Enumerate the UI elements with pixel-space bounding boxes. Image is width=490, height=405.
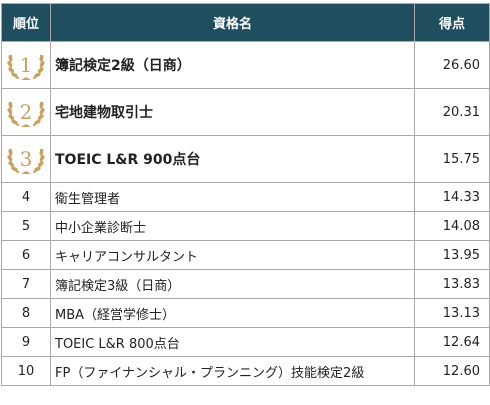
- score-value: 20.31: [414, 88, 490, 136]
- table-row: 2 宅地建物取引士 20.31: [1, 88, 490, 136]
- score-value: 13.13: [414, 298, 490, 328]
- laurel-medal-1-icon: 1: [7, 53, 45, 80]
- score-value: 13.95: [414, 240, 490, 270]
- qualification-name: 宅地建物取引士: [50, 88, 415, 136]
- table-row: 9 TOEIC L&R 800点台 12.64: [1, 327, 490, 357]
- table-row: 5 中小企業診断士 14.08: [1, 211, 490, 241]
- score-value: 26.60: [414, 41, 490, 89]
- score-column-header: 得点: [414, 3, 490, 42]
- qualification-name: 簿記検定3級（日商）: [50, 269, 415, 299]
- rank-cell: 4: [1, 182, 51, 212]
- rank-cell: 5: [1, 211, 51, 241]
- table-row: 7 簿記検定3級（日商） 13.83: [1, 269, 490, 299]
- qualification-name: MBA（経営学修士）: [50, 298, 415, 328]
- rank-column-header: 順位: [1, 3, 51, 42]
- qualification-name: キャリアコンサルタント: [50, 240, 415, 270]
- rank-cell: 3: [1, 135, 51, 183]
- table-row: 8 MBA（経営学修士） 13.13: [1, 298, 490, 328]
- name-column-header: 資格名: [50, 3, 415, 42]
- qualification-ranking-table: 順位 資格名 得点: [1, 3, 490, 386]
- svg-text:2: 2: [20, 100, 33, 124]
- svg-text:3: 3: [20, 147, 33, 171]
- rank-cell: 10: [1, 356, 51, 386]
- table-header-row: 順位 資格名 得点: [1, 3, 490, 42]
- laurel-medal-3-icon: 3: [7, 147, 45, 174]
- qualification-name: 簿記検定2級（日商）: [50, 41, 415, 89]
- qualification-name: FP（ファイナンシャル・プランニング）技能検定2級: [50, 356, 415, 386]
- rank-cell: 1: [1, 41, 51, 89]
- rank-cell: 7: [1, 269, 51, 299]
- score-value: 15.75: [414, 135, 490, 183]
- rank-cell: 8: [1, 298, 51, 328]
- rank-cell: 6: [1, 240, 51, 270]
- qualification-name: 衛生管理者: [50, 182, 415, 212]
- svg-text:1: 1: [20, 53, 33, 77]
- qualification-name: TOEIC L&R 900点台: [50, 135, 415, 183]
- table-row: 4 衛生管理者 14.33: [1, 182, 490, 212]
- table-row: 3 TOEIC L&R 900点台 15.75: [1, 135, 490, 183]
- table-row: 1 簿記検定2級（日商） 26.60: [1, 41, 490, 89]
- score-value: 14.33: [414, 182, 490, 212]
- table-row: 10 FP（ファイナンシャル・プランニング）技能検定2級 12.60: [1, 356, 490, 386]
- qualification-name: TOEIC L&R 800点台: [50, 327, 415, 357]
- table-row: 6 キャリアコンサルタント 13.95: [1, 240, 490, 270]
- rank-cell: 9: [1, 327, 51, 357]
- qualification-name: 中小企業診断士: [50, 211, 415, 241]
- score-value: 14.08: [414, 211, 490, 241]
- score-value: 13.83: [414, 269, 490, 299]
- laurel-medal-2-icon: 2: [7, 100, 45, 127]
- rank-cell: 2: [1, 88, 51, 136]
- score-value: 12.60: [414, 356, 490, 386]
- score-value: 12.64: [414, 327, 490, 357]
